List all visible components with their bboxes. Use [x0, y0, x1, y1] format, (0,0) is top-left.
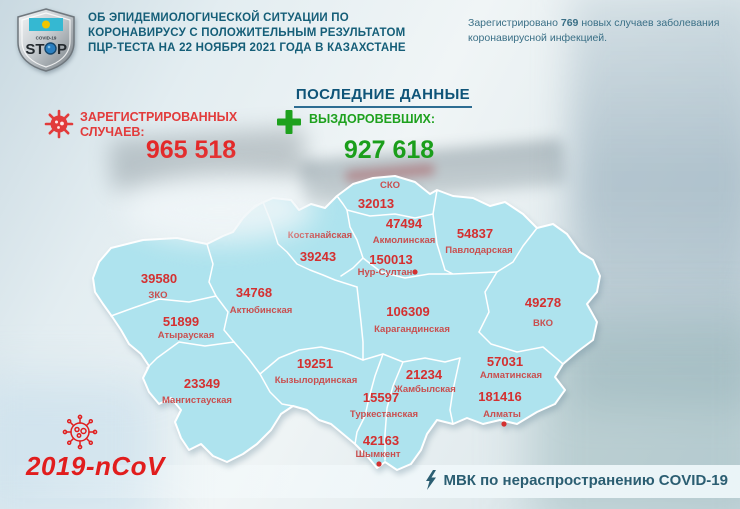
region-cases: 57031 — [487, 354, 523, 369]
region-name: ЗКО — [148, 290, 167, 301]
region-cases: 106309 — [386, 304, 429, 319]
region-name: Костанайская — [288, 230, 352, 241]
region-name: Нур-Султан — [358, 267, 413, 278]
region-name: Акмолинская — [373, 235, 436, 246]
region-name: Жамбылская — [393, 384, 456, 395]
footer-band — [0, 465, 740, 498]
virus-icon — [44, 109, 74, 139]
new-cases-count: 769 — [560, 17, 579, 29]
region-name: Алматинская — [480, 370, 542, 381]
country-silhouette — [92, 175, 601, 471]
ncov-label: 2019-nCoV — [26, 451, 165, 481]
logo-virus-o-icon — [44, 42, 57, 55]
map-labels: 32013 СКО 47494 Акмолинская 54837 Павлодарска… — [141, 180, 561, 467]
title-line-2: КОРОНАВИРУСУ С ПОЛОЖИТЕЛЬНЫМ РЕЗУЛЬТАТОМ — [88, 27, 406, 39]
region-name: ВКО — [533, 318, 553, 329]
plus-icon — [277, 110, 301, 134]
page-title: ОБ ЭПИДЕМИОЛОГИЧЕСКОЙ СИТУАЦИИ ПО КОРОНА… — [88, 11, 488, 56]
title-line-1: ОБ ЭПИДЕМИОЛОГИЧЕСКОЙ СИТУАЦИИ ПО — [88, 12, 349, 24]
region-cases: 19251 — [297, 356, 333, 371]
region-name: СКО — [380, 180, 400, 191]
region-cases: 51899 — [163, 314, 199, 329]
stop-covid-shield-logo: COVID-19 ST P — [17, 8, 75, 72]
title-line-3: ПЦР-ТЕСТА НА 22 НОЯБРЯ 2021 ГОДА В КАЗАХ… — [88, 42, 406, 54]
region-cases: 181416 — [478, 389, 521, 404]
recovered-label: ВЫЗДОРОВЕВШИХ: — [309, 112, 436, 126]
logo-covid-text: COVID-19 — [36, 36, 57, 41]
registered-label-line2: СЛУЧАЕВ: — [80, 125, 145, 139]
logo-virus-dot — [47, 45, 51, 49]
region-cases: 47494 — [386, 216, 423, 231]
kazakhstan-map: 32013 СКО 47494 Акмолинская 54837 Павлодарска… — [92, 175, 601, 471]
region-name: Атырауская — [158, 330, 215, 341]
city-dot — [501, 421, 507, 427]
city-dot — [376, 461, 382, 467]
region-cases: 150013 — [369, 252, 412, 267]
region-cases: 21234 — [406, 367, 443, 382]
region-cases: 23349 — [184, 376, 220, 391]
region-name: Актюбинская — [230, 305, 293, 316]
region-cases: 42163 — [363, 433, 399, 448]
logo-stop-p: P — [57, 41, 67, 58]
region-cases: 15597 — [363, 390, 399, 405]
region-name: Туркестанская — [350, 409, 418, 420]
report-prefix: Зарегистрировано — [468, 17, 558, 29]
latest-data-heading: ПОСЛЕДНИЕ ДАННЫЕ — [294, 86, 472, 108]
daily-new-cases-text: Зарегистрировано 769 новых случаев забол… — [468, 16, 740, 46]
region-cases: 54837 — [457, 226, 493, 241]
region-cases: 32013 — [358, 196, 394, 211]
region-name: Павлодарская — [445, 245, 512, 256]
region-cases: 39243 — [300, 249, 336, 264]
region-cases: 34768 — [236, 285, 272, 300]
report-line1-rest: новых случаев заболевания — [581, 17, 720, 29]
lightning-icon — [426, 470, 437, 490]
region-name: Алматы — [483, 409, 521, 420]
region-name: Шымкент — [355, 449, 400, 460]
registered-cases-label: ЗАРЕГИСТРИРОВАННЫХ СЛУЧАЕВ: — [80, 110, 237, 140]
registered-label-line1: ЗАРЕГИСТРИРОВАННЫХ — [80, 110, 238, 124]
region-cases: 49278 — [525, 295, 561, 310]
mvk-credit: МВК по нераспространению COVID-19 — [424, 470, 728, 490]
region-name: Карагандинская — [374, 324, 450, 335]
coronavirus-outline-icon — [62, 414, 98, 450]
city-dot — [412, 269, 418, 275]
report-line2: коронавирусной инфекцией. — [468, 32, 608, 44]
region-cases: 39580 — [141, 271, 177, 286]
flag-sun — [42, 20, 50, 29]
logo-stop-st: ST — [25, 41, 44, 58]
mvk-label: МВК по нераспространению COVID-19 — [443, 471, 728, 489]
recovered-value: 927 618 — [343, 136, 435, 164]
registered-cases-value: 965 518 — [145, 136, 237, 164]
region-name: Кызылординская — [275, 375, 358, 386]
region-name: Мангистауская — [162, 395, 232, 406]
region-borders — [110, 189, 564, 461]
